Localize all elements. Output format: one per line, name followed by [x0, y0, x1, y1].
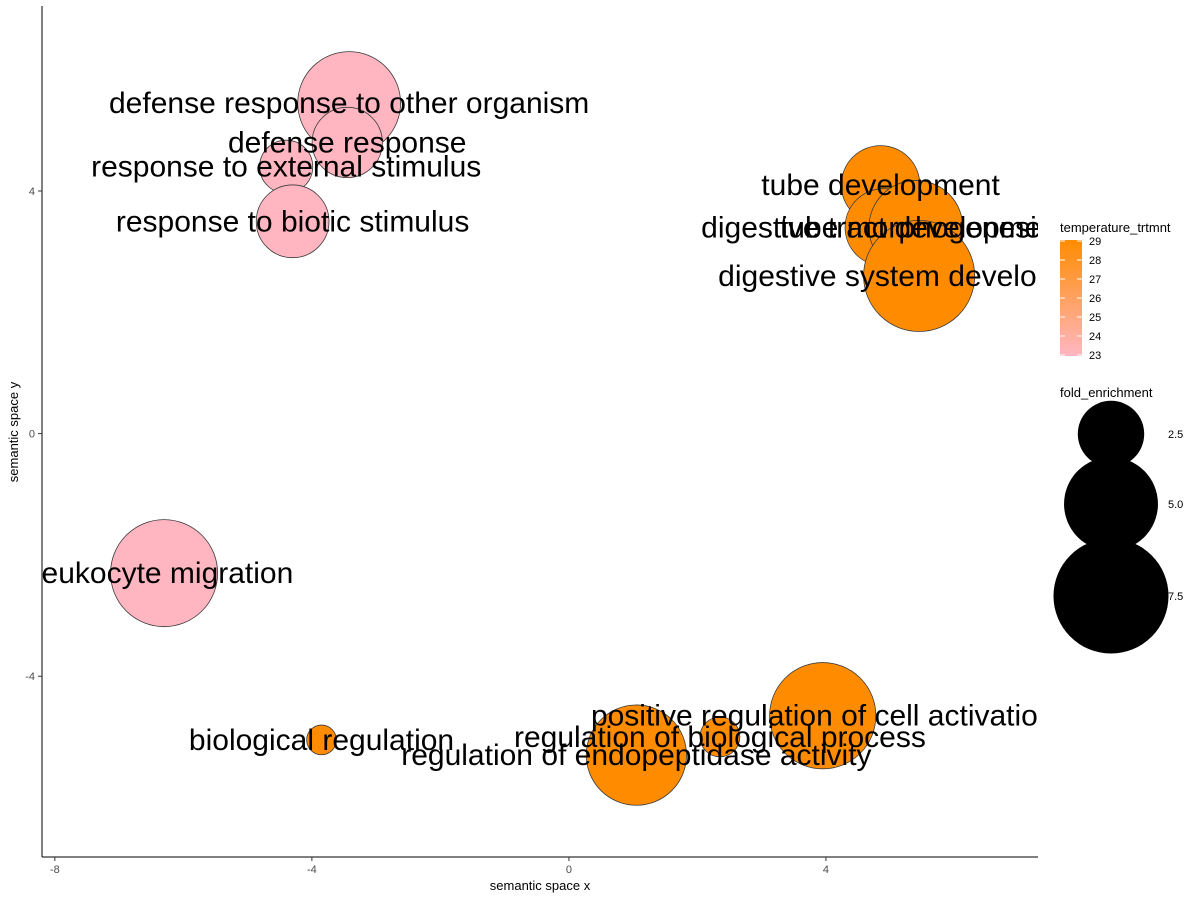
color-legend-label: 25	[1089, 312, 1101, 324]
color-legend-title: temperature_trtmnt	[1060, 220, 1171, 235]
y-axis-ticks: -4 0 4	[25, 186, 42, 683]
term-label: digestive tract development	[701, 211, 1067, 244]
size-legend-label: 2.5	[1168, 429, 1183, 441]
bubble-point	[311, 106, 383, 179]
size-legend-key	[1077, 400, 1145, 468]
term-label: defense response	[228, 126, 467, 159]
y-axis-title: semantic space y	[6, 381, 21, 482]
term-label: defense response to other organism	[109, 87, 589, 120]
size-legend-label: 5.0	[1168, 499, 1183, 511]
color-legend-label: 24	[1089, 331, 1101, 343]
term-label: regulation of endopeptidase activity	[401, 739, 871, 772]
bubble-point	[255, 184, 330, 259]
y-tick-label: -4	[25, 671, 35, 683]
term-label: response to external stimulus	[91, 151, 481, 184]
color-legend-label: 26	[1089, 293, 1101, 305]
y-tick-label: 0	[29, 429, 35, 441]
bubble-point	[863, 219, 976, 332]
term-label: regulation of biological process	[514, 721, 926, 754]
term-label-layer: defense response to other organism defens…	[35, 87, 1121, 772]
term-label: response to biotic stimulus	[116, 205, 470, 238]
x-tick-label: 4	[823, 864, 829, 876]
size-legend-keys: 2.5 5.0 7.5	[1053, 400, 1183, 654]
term-label: digestive system development	[718, 260, 1121, 293]
color-legend-label: 23	[1089, 350, 1101, 362]
bubble-point	[585, 704, 687, 806]
term-label: tube morphogenesis	[780, 211, 1052, 244]
x-axis-ticks: -8 -4 0 4	[50, 857, 829, 876]
size-legend-label: 7.5	[1168, 591, 1183, 603]
size-legend-title: fold_enrichment	[1060, 385, 1153, 400]
y-tick-label: 4	[29, 186, 35, 198]
color-legend-bar	[1060, 240, 1082, 356]
plot-panel: defense response to other organism defens…	[35, 51, 1121, 806]
x-tick-label: 0	[566, 864, 572, 876]
color-legend-label: 29	[1089, 236, 1101, 248]
size-legend-key	[1064, 457, 1158, 551]
x-tick-label: -8	[50, 864, 60, 876]
color-legend: temperature_trtmnt 29 28 27 26 25 24 23	[1060, 220, 1171, 362]
bubble-point	[769, 662, 877, 770]
term-label: tube development	[761, 169, 1000, 202]
bubble-point	[110, 519, 219, 628]
bubble-point	[306, 724, 337, 756]
size-legend-key	[1053, 538, 1169, 654]
term-label: leukocyte migration	[35, 557, 293, 590]
color-legend-ticks: 29 28 27 26 25 24 23	[1060, 236, 1101, 362]
bubble-layer	[110, 51, 976, 806]
x-axis-title: semantic space x	[490, 878, 591, 893]
term-label: biological regulation	[189, 724, 454, 757]
bubble-point	[699, 716, 741, 758]
term-label: positive regulation of cell activation	[591, 700, 1055, 733]
x-tick-label: -4	[307, 864, 317, 876]
size-legend: fold_enrichment 2.5 5.0 7.5	[1053, 385, 1183, 654]
color-legend-label: 28	[1089, 255, 1101, 267]
color-legend-label: 27	[1089, 274, 1101, 286]
